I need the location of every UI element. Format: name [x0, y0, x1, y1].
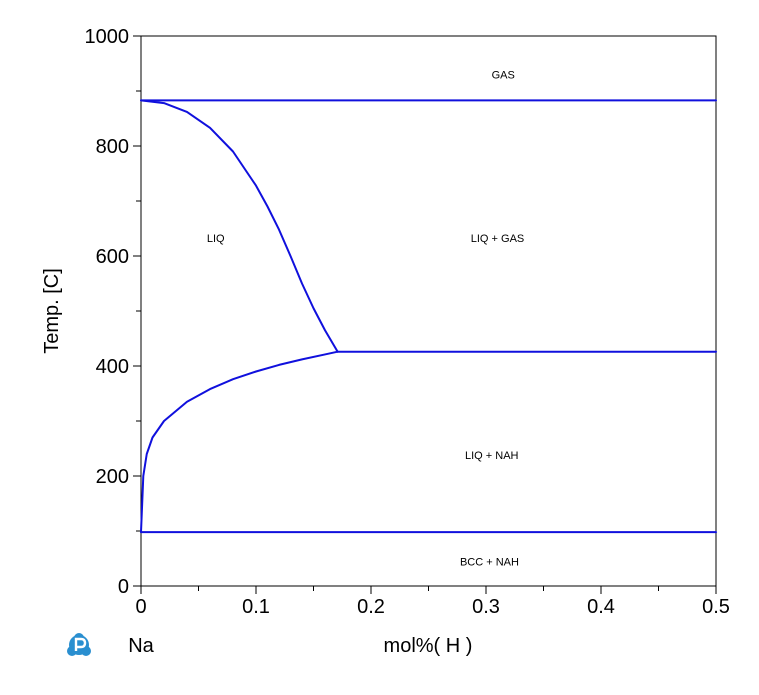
x-tick-label: 0.1 — [242, 596, 270, 618]
y-axis: 0 200 400 600 800 1000 — [85, 26, 141, 598]
x-axis-title: mol%( H ) — [384, 635, 473, 657]
software-logo-icon — [67, 633, 91, 656]
region-label: BCC + NAH — [460, 556, 519, 568]
left-element-label: Na — [128, 635, 154, 657]
phase-boundary-line — [140, 99, 339, 353]
y-tick-label: 800 — [96, 136, 129, 158]
x-tick-label: 0.2 — [357, 596, 385, 618]
phase-boundaries — [140, 99, 717, 534]
region-label: LIQ + GAS — [471, 233, 525, 245]
x-tick-label: 0.3 — [472, 596, 500, 618]
phase-boundary-line — [140, 350, 339, 534]
region-labels: GAS LIQ LIQ + GAS LIQ + NAH BCC + NAH — [207, 70, 524, 569]
plot-frame — [140, 35, 717, 587]
x-tick-label: 0.5 — [702, 596, 730, 618]
y-tick-label: 200 — [96, 466, 129, 488]
x-tick-label: 0.4 — [587, 596, 615, 618]
region-label: LIQ — [207, 233, 225, 245]
x-axis: 0 0.1 0.2 0.3 0.4 0.5 — [135, 586, 730, 618]
y-tick-label: 600 — [96, 246, 129, 268]
y-tick-label: 400 — [96, 356, 129, 378]
region-label: LIQ + NAH — [465, 450, 519, 462]
y-axis-title: Temp. [C] — [41, 268, 63, 354]
y-tick-label: 1000 — [85, 26, 130, 48]
x-tick-label: 0 — [135, 596, 146, 618]
y-tick-label: 0 — [118, 576, 129, 598]
region-label: GAS — [492, 70, 515, 82]
